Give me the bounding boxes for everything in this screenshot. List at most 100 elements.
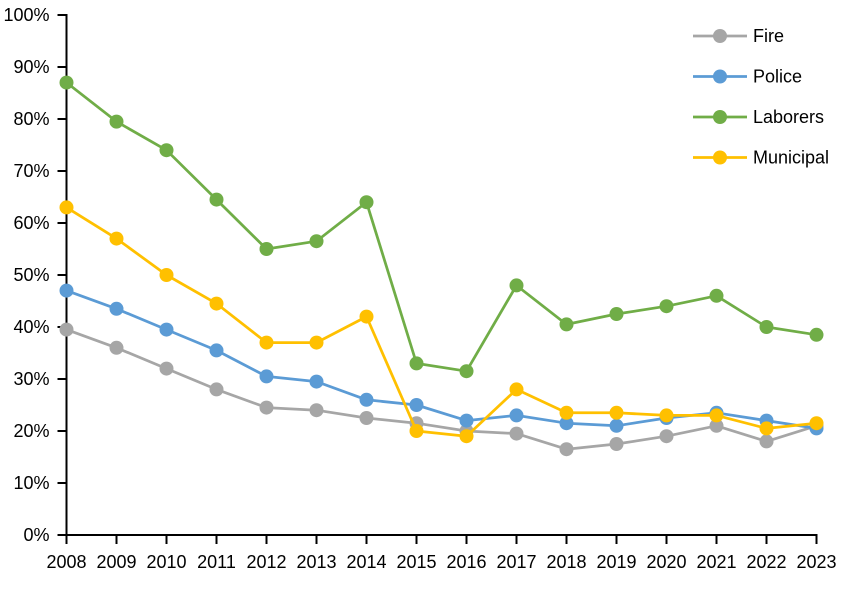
data-point-police-2013 [309,374,324,389]
legend-marker-dot [713,69,727,84]
x-axis-tick-label: 2013 [296,552,336,572]
legend-item-municipal: Municipal [693,148,829,168]
series-laborers [59,75,824,379]
x-axis-tick-label: 2015 [396,552,436,572]
data-point-laborers-2018 [559,317,574,332]
x-axis-tick-label: 2019 [596,552,636,572]
x-axis: 2008 2009 2010 2011 2012 2013 2014 2015 2016 2017… [46,534,837,572]
legend-marker-dot [713,150,727,165]
x-axis-tick-label: 2011 [197,552,236,572]
y-axis-tick-label: 90% [13,57,49,77]
series-line-fire [65,328,818,451]
data-point-fire-2010 [159,361,174,376]
data-point-fire-2021 [709,418,724,433]
data-point-fire-2009 [109,340,124,355]
legend-marker-dot [713,29,727,43]
data-point-fire-2019 [609,437,624,451]
data-point-laborers-2017 [509,278,524,293]
series-line-municipal [65,206,818,438]
x-axis-tick-label: 2016 [446,552,486,572]
data-point-laborers-2020 [659,299,674,314]
data-point-municipal-2014 [359,309,374,324]
y-axis-tick-label: 100% [3,5,49,25]
legend-item-laborers: Laborers [693,107,824,127]
x-axis-tick-label: 2010 [146,552,186,572]
legend-item-police: Police [693,67,802,87]
y-axis-tick-label: 70% [13,161,49,181]
y-axis-tick-label: 10% [13,473,49,493]
data-point-fire-2008 [59,322,74,337]
data-point-laborers-2022 [759,320,774,334]
data-point-laborers-2008 [59,75,74,90]
y-axis-tick-label: 80% [13,109,49,129]
data-point-police-2011 [209,343,224,358]
data-point-laborers-2011 [209,192,224,207]
data-point-municipal-2013 [309,335,324,350]
x-axis-tick-label: 2023 [796,552,836,572]
data-point-laborers-2014 [359,195,374,210]
y-axis-tick-label: 20% [13,421,49,441]
data-point-municipal-2023 [809,416,824,431]
data-point-police-2016 [459,413,474,428]
series-line-laborers [65,81,818,373]
y-axis-tick-label: 60% [13,213,49,233]
data-point-laborers-2009 [109,114,124,129]
series-fire [59,322,824,457]
x-axis-tick-label: 2012 [246,552,286,572]
data-point-fire-2018 [559,442,574,457]
data-point-municipal-2011 [209,296,224,311]
x-axis-tick-label: 2008 [46,552,86,572]
data-point-laborers-2021 [709,288,724,303]
legend-label: Municipal [753,148,829,168]
series-municipal [59,200,824,444]
data-point-municipal-2015 [409,424,424,438]
data-point-municipal-2017 [509,382,524,397]
y-axis-tick-label: 30% [13,369,49,389]
data-point-police-2010 [159,322,174,337]
x-axis-tick-label: 2009 [96,552,136,572]
data-point-fire-2011 [209,382,224,397]
data-point-police-2019 [609,418,624,433]
data-point-municipal-2012 [259,335,274,350]
data-point-municipal-2021 [709,408,724,423]
x-axis-tick-label: 2018 [546,552,586,572]
legend-marker-dot [713,110,727,124]
data-point-municipal-2020 [659,408,674,423]
series-line-police [65,289,818,430]
data-point-laborers-2023 [809,327,824,342]
y-axis-tick-label: 50% [13,265,49,285]
data-point-municipal-2009 [109,231,124,246]
data-point-fire-2022 [759,434,774,449]
x-axis-tick-label: 2022 [746,552,786,572]
data-point-laborers-2012 [259,242,274,256]
series-police [59,283,824,436]
x-axis-tick-label: 2021 [696,552,736,572]
data-point-municipal-2010 [159,268,174,282]
data-point-police-2012 [259,369,274,384]
legend-label: Fire [753,26,784,46]
y-axis: 0% 10% 20% 30% 40% 50% 60% 70% 80% 90% 100% [3,5,68,545]
data-point-police-2018 [559,416,574,431]
legend-label: Police [753,67,802,87]
data-point-police-2009 [109,301,124,316]
y-axis-tick-label: 0% [23,525,49,545]
data-point-fire-2013 [309,403,324,418]
data-point-municipal-2016 [459,429,474,444]
data-point-fire-2014 [359,411,374,425]
data-point-laborers-2019 [609,307,624,321]
x-axis-tick-label: 2020 [646,552,686,572]
data-point-police-2017 [509,408,524,423]
legend-item-fire: Fire [693,26,784,46]
data-point-police-2014 [359,392,374,407]
data-point-municipal-2018 [559,405,574,420]
legend: Fire Police Laborers Municipal [693,26,829,168]
data-point-fire-2012 [259,400,274,415]
legend-label: Laborers [753,107,824,127]
data-point-police-2008 [59,283,74,298]
data-point-fire-2017 [509,426,524,441]
data-point-laborers-2015 [409,356,424,371]
data-point-fire-2020 [659,429,674,444]
data-point-police-2015 [409,398,424,412]
